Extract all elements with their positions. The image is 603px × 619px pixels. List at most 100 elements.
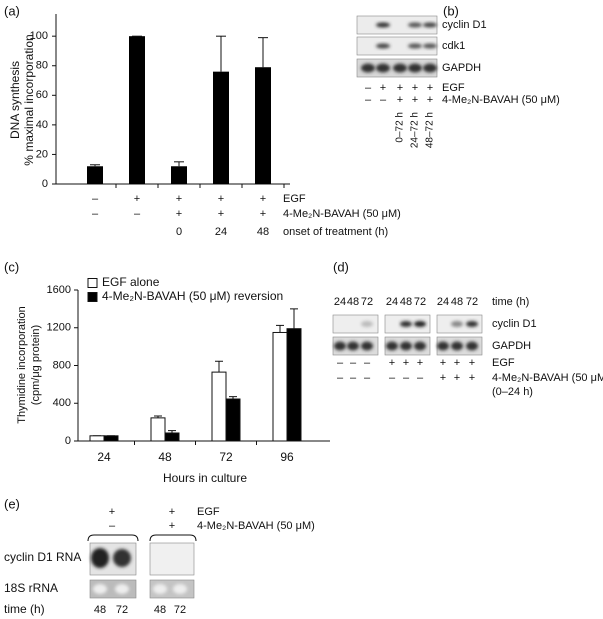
panel-label: (e) <box>4 496 20 511</box>
panel-label: (c) <box>4 259 19 274</box>
treatment-cell: – <box>92 208 99 220</box>
treatment-cell: + <box>469 372 475 384</box>
time-label: 48 <box>400 296 412 308</box>
blot-band <box>347 341 359 351</box>
blot-band <box>423 22 437 28</box>
bar <box>225 398 241 442</box>
treatment-cell: + <box>440 372 446 384</box>
time-label: 48 <box>154 604 166 616</box>
treatment-cell: – <box>365 82 372 94</box>
bar <box>89 435 105 442</box>
treatment-cell: + <box>260 193 266 205</box>
x-tick-label: 24 <box>97 450 111 464</box>
treatment-cell: + <box>169 520 175 532</box>
treatment-cell: + <box>397 94 403 106</box>
y-axis-label: DNA synthesis <box>8 61 22 139</box>
time-label: 24 <box>386 296 398 308</box>
blot-band <box>113 549 131 567</box>
band-label: cyclin D1 <box>442 19 487 31</box>
time-label: 72 <box>116 604 128 616</box>
blot-strip <box>149 542 195 576</box>
treatment-cell: + <box>218 193 224 205</box>
treatment-cell: + <box>218 208 224 220</box>
time-axis-label: time (h) <box>492 296 529 308</box>
bar <box>129 36 145 184</box>
blot-band <box>334 341 346 351</box>
treatment-cell: + <box>427 82 433 94</box>
treatment-cell: + <box>417 357 423 369</box>
treatment-cell: – <box>337 372 344 384</box>
y-tick-label: 1600 <box>47 284 71 296</box>
group-bracket <box>149 534 197 542</box>
treatment-cell: – <box>364 357 371 369</box>
band-label: cyclin D1 RNA <box>4 550 81 564</box>
bar <box>272 331 288 442</box>
y-tick-label: 80 <box>36 60 48 72</box>
treatment-cell: + <box>454 357 460 369</box>
time-label: 72 <box>414 296 426 308</box>
bar <box>103 435 119 442</box>
treatment-cell: + <box>134 193 140 205</box>
treatment-cell: 24 <box>215 226 227 238</box>
band-label: GAPDH <box>492 340 531 352</box>
y-tick-label: 400 <box>53 397 71 409</box>
x-tick-label: 48 <box>158 450 172 464</box>
bar <box>255 67 271 184</box>
panel-label: (a) <box>4 3 20 18</box>
treatment-cell: + <box>169 506 175 518</box>
blot-band <box>414 341 426 351</box>
treatment-cell: + <box>454 372 460 384</box>
x-tick-label: 72 <box>219 450 233 464</box>
blot-band <box>115 584 129 594</box>
time-label: 72 <box>466 296 478 308</box>
treatment-cell: + <box>380 82 386 94</box>
x-axis-label: Hours in culture <box>163 471 247 485</box>
treatment-cell: – <box>365 94 372 106</box>
treatment-cell: – <box>350 372 357 384</box>
time-label: 24 <box>334 296 346 308</box>
treatment-cell: + <box>176 208 182 220</box>
blot-band <box>414 321 426 327</box>
time-label: 72 <box>361 296 373 308</box>
blot-band <box>466 321 478 327</box>
legend-label: 4-Me₂N-BAVAH (50 μM) reversion <box>102 289 283 303</box>
y-tick-label: 800 <box>53 359 71 371</box>
blot-strip <box>332 314 379 334</box>
y-tick-label: 0 <box>42 178 48 190</box>
blot-band <box>361 321 373 327</box>
treatment-cell: + <box>412 82 418 94</box>
treatment-cell: – <box>134 208 141 220</box>
band-label: 18S rRNA <box>4 581 58 595</box>
blot-band <box>376 63 390 73</box>
treatment-cell: – <box>364 372 371 384</box>
blot-band <box>361 341 373 351</box>
treatment-label: EGF <box>283 193 306 205</box>
treatment-cell: + <box>469 357 475 369</box>
bar <box>150 417 166 442</box>
blot-band <box>91 548 109 568</box>
blot-band <box>466 341 478 351</box>
time-label: 48 <box>451 296 463 308</box>
blot-band <box>153 584 167 594</box>
blot-band <box>386 341 398 351</box>
y-axis-label: Thymidine incorporation <box>16 306 28 423</box>
treatment-cell: + <box>412 94 418 106</box>
panel-label: (d) <box>333 259 349 274</box>
treatment-label: 4-Me₂N-BAVAH (50 μM) <box>492 372 603 384</box>
treatment-cell: + <box>427 94 433 106</box>
blot-band <box>400 341 412 351</box>
treatment-cell: – <box>403 372 410 384</box>
treatment-cell: + <box>403 357 409 369</box>
treatment-cell: + <box>176 193 182 205</box>
blot-band <box>376 22 390 28</box>
blot-band <box>400 321 412 327</box>
treatment-label: EGF <box>442 82 465 94</box>
treatment-label: 4-Me₂N-BAVAH (50 μM) <box>283 208 401 220</box>
time-label: 48 <box>347 296 359 308</box>
treatment-cell: 0 <box>176 226 182 238</box>
lane-note: 48–72 h <box>425 112 436 148</box>
x-tick-label: 96 <box>280 450 294 464</box>
lane-note: 0–72 h <box>395 112 406 143</box>
blot-band <box>451 341 463 351</box>
